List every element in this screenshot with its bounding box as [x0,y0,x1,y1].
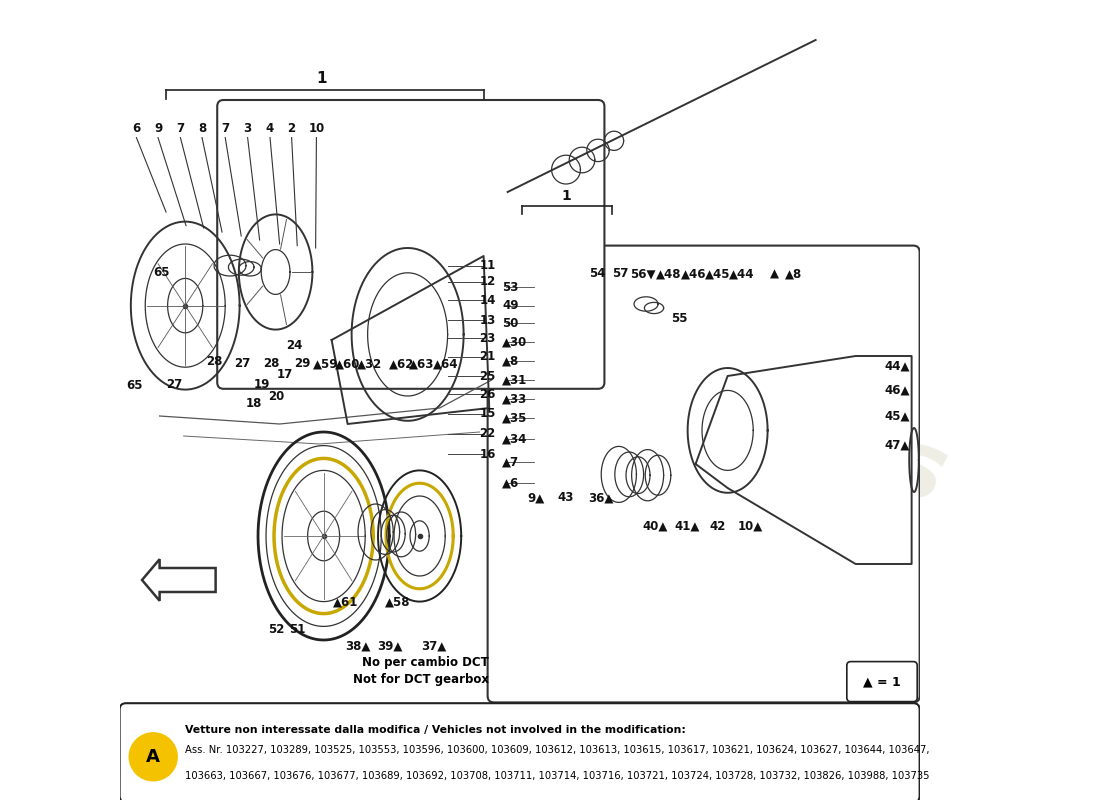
Text: 12: 12 [480,275,496,288]
Text: 9▲: 9▲ [527,491,544,504]
Text: 46▲: 46▲ [884,384,910,397]
Text: since 1995: since 1995 [616,481,783,559]
FancyBboxPatch shape [847,662,917,702]
Text: 1: 1 [316,71,327,86]
Text: 21: 21 [480,350,496,363]
Text: 103663, 103667, 103676, 103677, 103689, 103692, 103708, 103711, 103714, 103716, : 103663, 103667, 103676, 103677, 103689, … [185,771,930,781]
Text: A: A [146,748,161,766]
Text: 2: 2 [287,122,296,134]
Circle shape [129,733,177,781]
Text: 52: 52 [268,623,285,636]
FancyArrow shape [142,559,216,601]
Text: 43: 43 [558,491,574,504]
Text: 4: 4 [266,122,274,134]
Text: 9: 9 [154,122,162,134]
Text: europ.ces: europ.ces [432,275,958,525]
Text: 13: 13 [480,314,496,326]
Text: Vetture non interessate dalla modifica / Vehicles not involved in the modificati: Vetture non interessate dalla modifica /… [185,725,686,734]
Text: 54: 54 [588,267,605,280]
Text: 38▲: 38▲ [345,639,371,652]
Text: 28: 28 [206,355,222,368]
Text: 37▲: 37▲ [421,639,447,652]
Text: ▲8: ▲8 [502,354,519,367]
FancyBboxPatch shape [217,100,604,389]
Text: ▲35: ▲35 [502,412,527,425]
Text: 22: 22 [480,427,496,440]
Text: 10▲: 10▲ [737,520,762,533]
Text: ▲63: ▲63 [409,358,434,370]
Text: 10: 10 [308,122,324,134]
Text: Ass. Nr. 103227, 103289, 103525, 103553, 103596, 103600, 103609, 103612, 103613,: Ass. Nr. 103227, 103289, 103525, 103553,… [185,746,930,755]
Text: ▲64: ▲64 [432,358,458,370]
Text: ▲46: ▲46 [681,267,707,280]
Text: 65: 65 [153,266,169,278]
Text: 28: 28 [263,358,279,370]
Text: 41▲: 41▲ [675,520,701,533]
Text: ▲8: ▲8 [785,267,803,280]
Text: 55: 55 [671,312,688,325]
Text: ▲61: ▲61 [332,595,358,608]
Text: 11: 11 [480,259,496,272]
Text: 40▲: 40▲ [642,520,669,533]
FancyBboxPatch shape [120,703,920,800]
Text: 29: 29 [294,358,310,370]
Text: ▲62: ▲62 [388,358,414,370]
Text: 36▲: 36▲ [587,491,613,504]
Text: 3: 3 [243,122,252,134]
Text: ▲6: ▲6 [502,477,519,490]
Text: 19: 19 [254,378,271,390]
Text: ▲: ▲ [770,267,779,280]
Text: ▲32: ▲32 [358,358,383,370]
Text: No per cambio DCT: No per cambio DCT [363,656,490,669]
Text: ▲30: ▲30 [502,336,527,349]
Text: ▲7: ▲7 [502,455,519,468]
Text: ▲58: ▲58 [385,595,410,608]
Text: 17: 17 [276,368,293,381]
Text: Not for DCT gearbox: Not for DCT gearbox [353,674,490,686]
Text: ▲60: ▲60 [334,358,361,370]
Text: ▲59: ▲59 [314,358,339,370]
Text: 57: 57 [613,267,628,280]
Text: 56▼: 56▼ [630,267,656,280]
FancyBboxPatch shape [487,246,920,702]
Text: 45▲: 45▲ [884,410,910,422]
Text: ▲31: ▲31 [502,374,527,386]
Text: ▲45: ▲45 [705,267,730,280]
Text: 6: 6 [132,122,141,134]
Text: 65: 65 [125,379,142,392]
Text: ▲ = 1: ▲ = 1 [864,675,901,688]
Text: 44▲: 44▲ [884,360,910,373]
Text: 51: 51 [289,623,306,636]
Text: 16: 16 [480,448,496,461]
Text: 47▲: 47▲ [884,438,910,451]
Text: ▲48: ▲48 [656,267,681,280]
Text: 14: 14 [480,294,496,306]
Text: 27: 27 [166,378,183,390]
Text: 27: 27 [234,358,250,370]
Text: 7: 7 [176,122,185,134]
Text: 50: 50 [502,317,518,330]
Text: 20: 20 [268,390,285,402]
Text: 23: 23 [480,332,496,345]
Text: 42: 42 [710,520,726,533]
Text: 39▲: 39▲ [377,639,403,652]
Text: 8: 8 [198,122,206,134]
Text: ▲33: ▲33 [502,393,527,406]
Text: ▲44: ▲44 [729,267,755,280]
Text: 24: 24 [286,339,302,352]
Text: 7: 7 [221,122,229,134]
Text: 25: 25 [480,370,496,382]
Text: 15: 15 [480,407,496,420]
Text: 26: 26 [480,388,496,401]
Text: 1: 1 [561,189,571,203]
Text: 49: 49 [502,299,518,312]
Text: ▲34: ▲34 [502,433,527,446]
Text: 53: 53 [502,281,518,294]
Text: 18: 18 [245,397,262,410]
